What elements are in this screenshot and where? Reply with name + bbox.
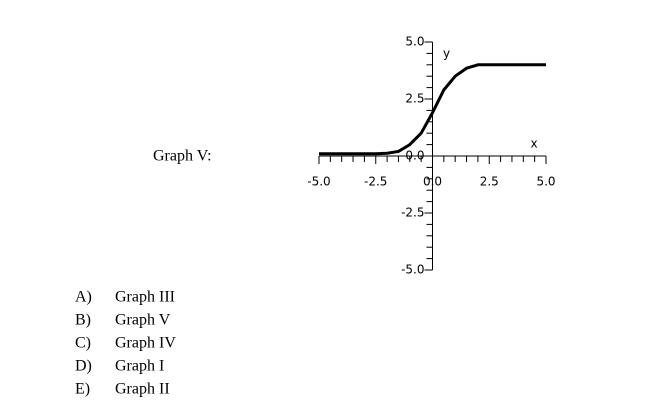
curve xyxy=(319,63,546,156)
option-letter: B) xyxy=(75,312,91,329)
option-letter: E) xyxy=(75,381,90,398)
x-tick-label: 0.0 xyxy=(423,175,442,189)
option-text: Graph II xyxy=(115,381,170,398)
y-tick-label: 5.0 xyxy=(405,35,424,49)
y-tick-label: 0.0 xyxy=(405,149,424,163)
x-axis-label: x xyxy=(530,137,537,151)
graph-label: Graph V: xyxy=(153,148,212,165)
option-text: Graph I xyxy=(115,358,164,375)
option-letter: A) xyxy=(75,289,92,306)
y-tick-label: 2.5 xyxy=(405,92,424,106)
chart: -5.0 -2.5 0.0 2.5 5.0 -5.0 -2.5 0.0 2.5 5.0 x y xyxy=(307,35,555,277)
x-tick-label: 5.0 xyxy=(536,175,555,189)
y-tick-label: -2.5 xyxy=(401,206,424,220)
x-tick-label: -5.0 xyxy=(307,175,330,189)
y-tick-label: -5.0 xyxy=(401,263,424,277)
option-letter: C) xyxy=(75,335,91,352)
options: A) Graph III B) Graph V C) Graph IV D) Graph I E… xyxy=(75,289,176,398)
option-text: Graph III xyxy=(115,289,175,306)
x-tick-label: -2.5 xyxy=(364,175,387,189)
x-tick-label: 2.5 xyxy=(480,175,499,189)
option-text: Graph IV xyxy=(115,335,176,352)
option-text: Graph V xyxy=(115,312,171,329)
option-letter: D) xyxy=(75,358,92,375)
y-axis-label: y xyxy=(443,47,450,61)
